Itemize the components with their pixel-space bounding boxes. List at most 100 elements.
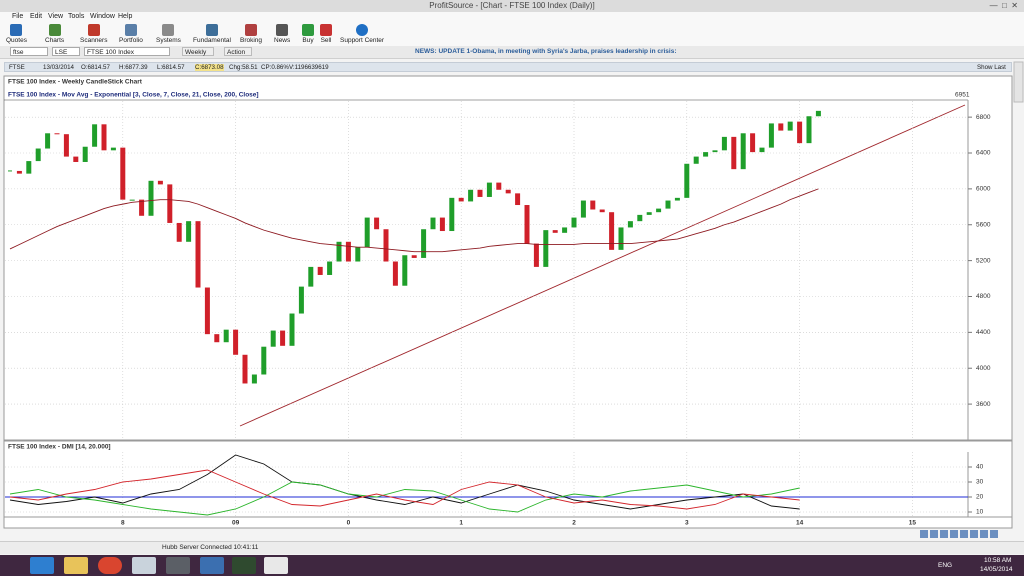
menu-item[interactable]: Help <box>118 13 133 20</box>
taskbar-app[interactable] <box>64 557 88 574</box>
toolbar-button[interactable]: Fundamental <box>193 24 231 44</box>
y-tick-label: 10 <box>976 509 984 516</box>
scroll-controls[interactable] <box>920 530 998 538</box>
candle <box>92 124 98 147</box>
candle <box>731 136 737 170</box>
y-tick-label: 5600 <box>976 221 991 228</box>
candle <box>101 124 107 151</box>
candle <box>148 180 154 216</box>
candle <box>458 197 464 202</box>
menu-item[interactable]: Window <box>90 13 115 20</box>
candle <box>26 161 32 174</box>
toolbar-button[interactable]: Broking <box>240 24 262 44</box>
news-ticker[interactable]: NEWS: UPDATE 1-Obama, in meeting with Sy… <box>415 48 677 55</box>
quote-item: L:6814.57 <box>157 64 185 71</box>
taskbar-app[interactable] <box>30 557 54 574</box>
menu-item[interactable]: Edit <box>30 13 43 20</box>
x-tick-label: 1 <box>459 520 463 527</box>
x-tick-label: 3 <box>685 520 689 527</box>
dmi-title: FTSE 100 Index - DMI [14, 20.000] <box>8 444 111 451</box>
candle <box>599 209 605 213</box>
candle <box>552 230 558 233</box>
toolbar-button[interactable]: Support Center <box>340 24 384 44</box>
quote-item: Chg:58.51 <box>229 64 258 71</box>
y-tick-label: 5200 <box>976 257 991 264</box>
toolbar-button[interactable]: Charts <box>45 24 64 44</box>
taskbar-app[interactable] <box>200 557 224 574</box>
candle <box>797 121 803 144</box>
candle <box>562 227 568 233</box>
candle <box>355 247 361 262</box>
action-menu[interactable]: Action <box>224 47 252 56</box>
quote-bar: FTSE 13/03/2014 O:6814.57 H:6877.39 L:68… <box>4 62 1012 72</box>
candle <box>383 229 389 262</box>
y-tick-label: 3600 <box>976 401 991 408</box>
clock-date[interactable]: 14/05/2014 <box>980 566 1013 573</box>
taskbar-app[interactable] <box>264 557 288 574</box>
menu-item[interactable]: Tools <box>68 13 85 20</box>
toolbar-button[interactable]: Systems <box>156 24 181 44</box>
status-bar: Hubb Server Connected 10:41:11 <box>0 541 1024 554</box>
toolbar-label: Broking <box>240 37 263 44</box>
candle <box>505 189 511 194</box>
side-tab[interactable] <box>1013 61 1024 103</box>
y-tick-label: 30 <box>976 479 984 486</box>
candle <box>618 227 624 250</box>
candle <box>157 180 163 185</box>
taskbar-app[interactable] <box>98 557 122 574</box>
toolbar-label: Portfolio <box>119 37 143 44</box>
candle <box>571 217 577 228</box>
candle <box>289 313 295 346</box>
status-text: Hubb Server Connected 10:41:11 <box>162 544 259 551</box>
exchange-input[interactable]: LSE <box>52 47 80 56</box>
window-buttons[interactable]: — □ ✕ <box>989 1 1018 10</box>
taskbar-app[interactable] <box>166 557 190 574</box>
language[interactable]: ENG <box>938 562 953 569</box>
series-line <box>9 454 800 510</box>
candle <box>280 330 286 346</box>
toolbar-label: Sell <box>320 37 332 44</box>
candle <box>750 133 756 153</box>
x-tick-label: 2 <box>572 520 576 527</box>
candle <box>721 136 727 151</box>
y-tick-label: 4400 <box>976 329 991 336</box>
candle <box>590 200 596 210</box>
toolbar-button[interactable]: Portfolio <box>119 24 143 44</box>
candle <box>515 193 521 206</box>
x-tick-label: 8 <box>121 520 125 527</box>
name-field[interactable]: FTSE 100 Index <box>84 47 170 56</box>
menu-item[interactable]: File <box>12 13 24 20</box>
toolbar-button[interactable]: Sell <box>320 24 332 44</box>
taskbar-app[interactable] <box>232 557 256 574</box>
series-line <box>9 188 819 253</box>
candle <box>806 116 812 144</box>
y-tick-label: 4000 <box>976 365 991 372</box>
window-title: ProfitSource - [Chart - FTSE 100 Index (… <box>429 1 595 10</box>
candle <box>251 374 257 384</box>
show-last[interactable]: Show Last <box>977 64 1006 71</box>
last-price-label: 6951 <box>955 92 970 99</box>
toolbar-button[interactable]: News <box>274 24 290 44</box>
candle <box>580 200 586 218</box>
candle <box>167 184 173 223</box>
candle <box>524 205 530 244</box>
menu-item[interactable]: View <box>48 13 64 20</box>
candle <box>345 241 351 262</box>
candle <box>496 182 502 190</box>
toolbar-label: News <box>274 37 291 44</box>
clock-time[interactable]: 10:58 AM <box>984 557 1012 564</box>
toolbar-label: Fundamental <box>193 37 231 44</box>
candle <box>759 147 765 153</box>
title-bar: ProfitSource - [Chart - FTSE 100 Index (… <box>0 0 1024 12</box>
period-select[interactable]: Weekly <box>182 47 214 56</box>
symbol-bar: ftse LSE FTSE 100 Index Weekly Action NE… <box>0 46 1024 59</box>
symbol-input[interactable]: ftse <box>10 47 48 56</box>
taskbar-app[interactable] <box>132 557 156 574</box>
toolbar-button[interactable]: Quotes <box>6 24 27 44</box>
toolbar-button[interactable]: Scanners <box>80 24 107 44</box>
candle <box>63 134 69 157</box>
toolbar-button[interactable]: Buy <box>302 24 314 44</box>
trend-line <box>239 104 966 427</box>
candle <box>665 200 671 209</box>
